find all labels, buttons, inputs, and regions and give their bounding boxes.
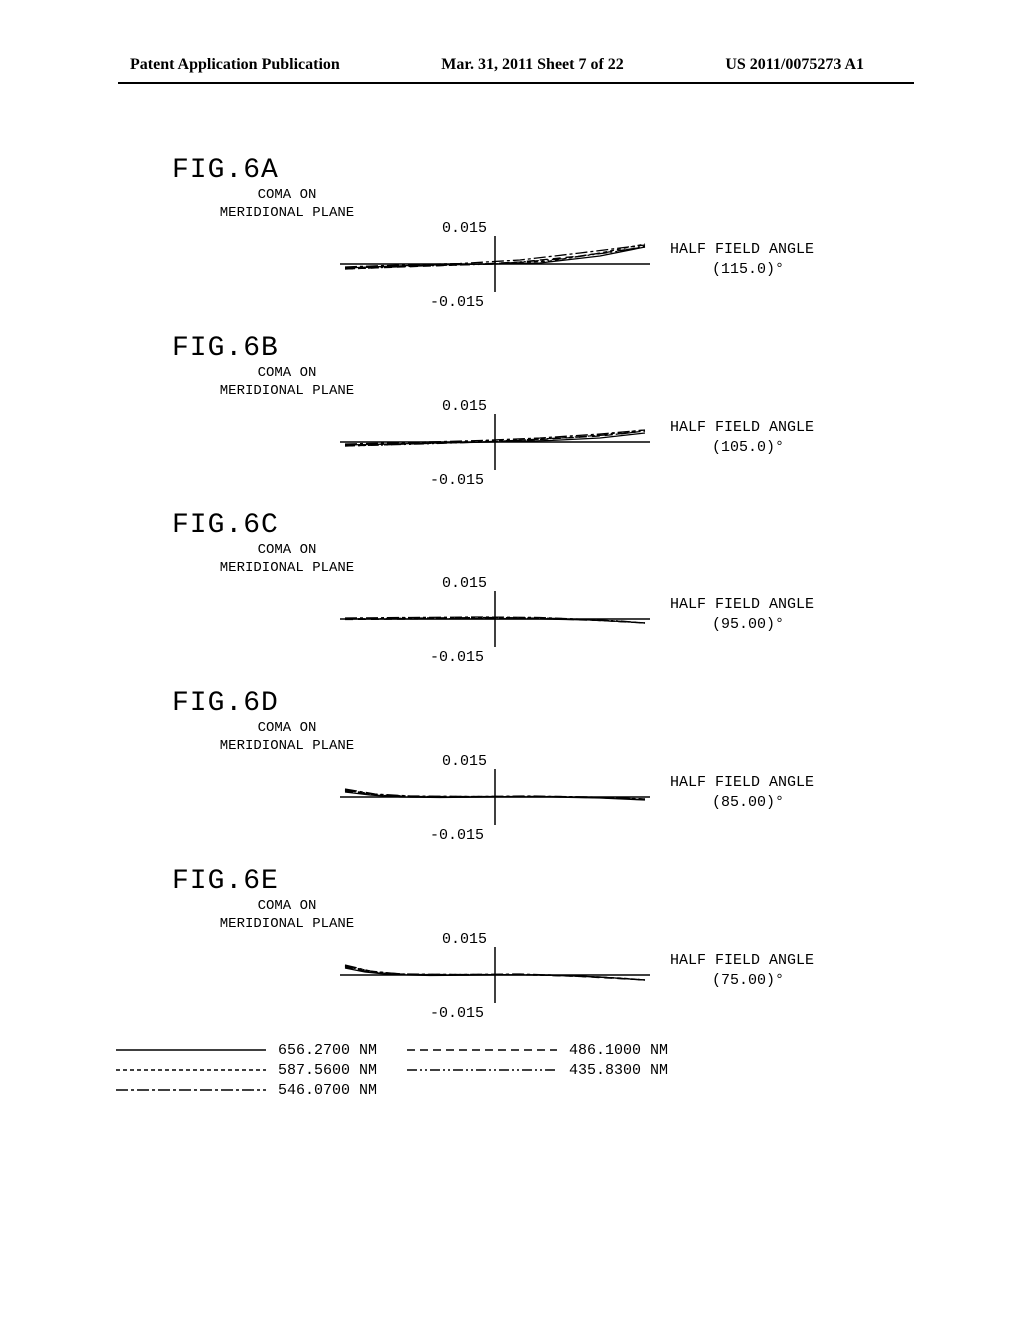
figure-title: FIG.6C xyxy=(172,510,890,541)
ylim-bottom-label: -0.015 xyxy=(430,472,484,489)
coma-plot: 0.015 -0.015 HALF FIELD ANGLE(85.00)° xyxy=(150,749,890,849)
figure-B: FIG.6B COMA ONMERIDIONAL PLANE 0.015 -0.… xyxy=(150,333,890,494)
legend-label: 486.1000 NM xyxy=(569,1042,668,1059)
coma-plot: 0.015 -0.015 HALF FIELD ANGLE(95.00)° xyxy=(150,571,890,671)
legend-label: 587.5600 NM xyxy=(278,1062,377,1079)
half-field-angle-label: HALF FIELD ANGLE(75.00)° xyxy=(670,951,814,990)
figure-title: FIG.6A xyxy=(172,155,890,186)
half-field-angle-label: HALF FIELD ANGLE(95.00)° xyxy=(670,595,814,634)
plot-svg xyxy=(340,749,650,839)
header-rule xyxy=(118,82,914,84)
coma-plot: 0.015 -0.015 HALF FIELD ANGLE(115.0)° xyxy=(150,216,890,316)
wavelength-legend: 656.2700 NM 587.5600 NM 546.0700 NM 486.… xyxy=(116,1040,668,1100)
legend-row: 435.8300 NM xyxy=(407,1060,668,1080)
coma-plot: 0.015 -0.015 HALF FIELD ANGLE(75.00)° xyxy=(150,927,890,1027)
legend-row: 587.5600 NM xyxy=(116,1060,377,1080)
coma-plot: 0.015 -0.015 HALF FIELD ANGLE(105.0)° xyxy=(150,394,890,494)
legend-swatch xyxy=(116,1063,266,1077)
legend-swatch xyxy=(407,1063,557,1077)
figure-D: FIG.6D COMA ONMERIDIONAL PLANE 0.015 -0.… xyxy=(150,688,890,849)
half-field-angle-label: HALF FIELD ANGLE(105.0)° xyxy=(670,418,814,457)
plot-svg xyxy=(340,216,650,306)
ylim-bottom-label: -0.015 xyxy=(430,827,484,844)
half-field-angle-label: HALF FIELD ANGLE(85.00)° xyxy=(670,773,814,812)
header-right: US 2011/0075273 A1 xyxy=(725,56,864,74)
figure-E: FIG.6E COMA ONMERIDIONAL PLANE 0.015 -0.… xyxy=(150,866,890,1027)
legend-swatch xyxy=(116,1083,266,1097)
page-header: Patent Application Publication Mar. 31, … xyxy=(0,56,1024,74)
figure-C: FIG.6C COMA ONMERIDIONAL PLANE 0.015 -0.… xyxy=(150,510,890,671)
legend-label: 435.8300 NM xyxy=(569,1062,668,1079)
plot-svg xyxy=(340,394,650,484)
plot-svg xyxy=(340,927,650,1017)
figure-A: FIG.6A COMA ONMERIDIONAL PLANE 0.015 -0.… xyxy=(150,155,890,316)
legend-label: 546.0700 NM xyxy=(278,1082,377,1099)
legend-row: 486.1000 NM xyxy=(407,1040,668,1060)
header-left: Patent Application Publication xyxy=(130,56,340,74)
figure-title: FIG.6E xyxy=(172,866,890,897)
figure-title: FIG.6D xyxy=(172,688,890,719)
ylim-bottom-label: -0.015 xyxy=(430,1005,484,1022)
ylim-bottom-label: -0.015 xyxy=(430,294,484,311)
legend-swatch xyxy=(116,1043,266,1057)
plot-svg xyxy=(340,571,650,661)
legend-label: 656.2700 NM xyxy=(278,1042,377,1059)
legend-row: 656.2700 NM xyxy=(116,1040,377,1060)
legend-swatch xyxy=(407,1043,557,1057)
half-field-angle-label: HALF FIELD ANGLE(115.0)° xyxy=(670,240,814,279)
header-center: Mar. 31, 2011 Sheet 7 of 22 xyxy=(441,56,624,74)
legend-row: 546.0700 NM xyxy=(116,1080,377,1100)
figure-title: FIG.6B xyxy=(172,333,890,364)
ylim-bottom-label: -0.015 xyxy=(430,649,484,666)
